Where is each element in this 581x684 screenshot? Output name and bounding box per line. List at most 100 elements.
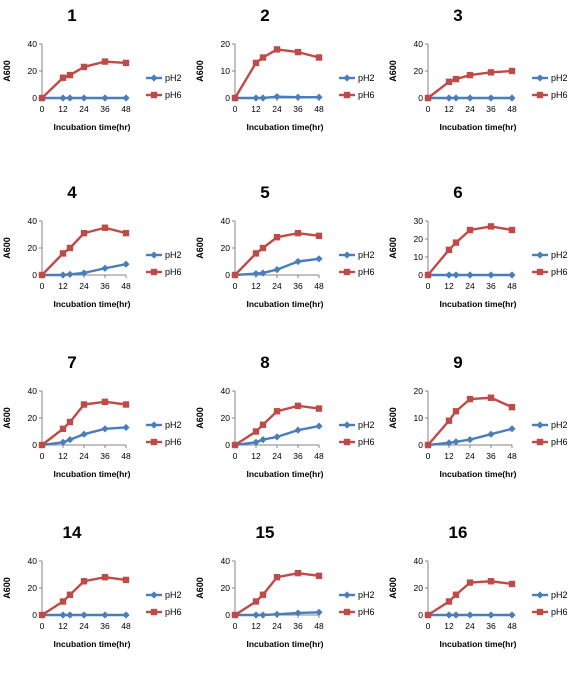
series-line-pH6 [427, 69, 513, 99]
data-point-pH6 [424, 271, 432, 279]
x-tick-label: 0 [40, 281, 45, 291]
legend-label-pH2: pH2 [358, 73, 375, 83]
y-tick-label: 20 [221, 413, 231, 423]
chart-title: 1 [67, 6, 76, 25]
y-tick-label: 0 [225, 270, 230, 280]
data-point-pH2 [466, 436, 474, 444]
data-point-pH2 [452, 611, 460, 619]
y-tick-label: 40 [221, 556, 231, 566]
x-tick-label: 24 [465, 104, 475, 114]
data-point-pH2 [259, 611, 267, 619]
chart-title: 16 [449, 523, 468, 542]
x-tick-label: 0 [40, 104, 45, 114]
data-point-pH2 [487, 271, 495, 279]
data-point-pH6 [66, 244, 74, 252]
data-point-pH2 [508, 611, 516, 619]
y-tick-label: 20 [414, 66, 424, 76]
data-point-pH2 [466, 611, 474, 619]
legend-marker-pH6 [150, 438, 158, 446]
data-point-pH2 [466, 271, 474, 279]
x-axis-label: Incubation time(hr) [247, 299, 324, 309]
data-point-pH2 [273, 610, 281, 618]
legend-label-pH2: pH2 [551, 73, 568, 83]
data-point-pH2 [59, 94, 67, 102]
y-axis-label: A600 [195, 407, 205, 429]
data-point-pH6 [452, 239, 460, 246]
y-tick-label: 0 [32, 93, 37, 103]
legend-label-pH6: pH6 [358, 437, 375, 447]
chart-panel-2: 2 A600 0 10 20 0 12 24 36 48 Incubation time(hr) pH… [193, 0, 386, 167]
data-point-pH2 [80, 94, 88, 102]
x-axis-label: Incubation time(hr) [440, 299, 517, 309]
legend-label-pH2: pH2 [358, 420, 375, 430]
data-point-pH6 [508, 67, 516, 75]
x-tick-label: 24 [79, 104, 89, 114]
x-tick-label: 12 [251, 621, 261, 631]
chart-panel-3: 3 A600 0 20 40 0 12 24 36 48 Incubation time(hr) pH… [386, 0, 579, 167]
data-point-pH2 [466, 94, 474, 102]
x-tick-label: 12 [444, 621, 454, 631]
legend-marker-pH2 [536, 251, 544, 259]
series-line-pH6 [427, 396, 513, 446]
data-point-pH6 [294, 229, 302, 237]
legend-label-pH2: pH2 [165, 250, 182, 260]
data-point-pH2 [273, 433, 281, 441]
series-line-pH2 [234, 424, 320, 447]
x-tick-label: 24 [79, 281, 89, 291]
y-tick-label: 20 [28, 243, 38, 253]
y-tick-label: 20 [414, 583, 424, 593]
legend-label-pH6: pH6 [165, 437, 182, 447]
legend-marker-pH2 [150, 74, 158, 82]
series-line-pH6 [233, 48, 320, 99]
chart-panel-14: 14 A600 0 20 40 0 12 24 36 48 Incubation time(hr) p… [0, 517, 193, 684]
x-tick-label: 36 [100, 621, 110, 631]
data-point-pH6 [273, 574, 281, 581]
chart-7: 7 A600 0 20 40 0 12 24 36 48 Incubation time(hr) pH… [2, 353, 182, 479]
x-tick-label: 48 [314, 621, 324, 631]
chart-title: 5 [260, 183, 269, 202]
data-point-pH6 [101, 224, 109, 231]
legend-marker-pH6 [536, 438, 544, 446]
x-axis-label: Incubation time(hr) [440, 469, 517, 479]
data-point-pH6 [38, 611, 46, 619]
data-point-pH2 [294, 609, 302, 617]
x-tick-label: 36 [100, 451, 110, 461]
data-point-pH2 [294, 426, 302, 434]
data-point-pH6 [487, 394, 495, 401]
data-point-pH2 [315, 422, 323, 430]
data-point-pH6 [252, 428, 260, 435]
y-axis-label: A600 [2, 60, 12, 82]
y-tick-label: 0 [225, 610, 230, 620]
data-point-pH2 [487, 94, 495, 102]
data-point-pH6 [259, 421, 267, 428]
data-point-pH2 [445, 271, 453, 279]
y-tick-label: 40 [28, 386, 38, 396]
data-point-pH6 [452, 75, 460, 83]
data-point-pH2 [487, 430, 495, 438]
series-line-pH6 [41, 226, 127, 276]
legend-marker-pH6 [343, 438, 351, 446]
data-point-pH2 [66, 436, 74, 444]
data-point-pH6 [445, 417, 453, 424]
data-point-pH6 [452, 408, 460, 415]
legend-label-pH2: pH2 [358, 250, 375, 260]
data-point-pH6 [231, 271, 239, 279]
data-point-pH6 [315, 232, 323, 240]
data-point-pH6 [231, 611, 239, 619]
legend-marker-pH6 [343, 268, 351, 276]
x-tick-label: 48 [121, 451, 131, 461]
x-tick-label: 24 [272, 281, 282, 291]
data-point-pH2 [101, 425, 109, 433]
legend-marker-pH6 [343, 91, 351, 99]
legend-marker-pH2 [343, 251, 351, 259]
data-point-pH2 [101, 264, 109, 272]
data-point-pH2 [101, 94, 109, 102]
legend-label-pH2: pH2 [551, 590, 568, 600]
x-axis-label: Incubation time(hr) [247, 122, 324, 132]
legend-label-pH6: pH6 [551, 90, 568, 100]
x-tick-label: 48 [121, 621, 131, 631]
x-tick-label: 36 [293, 281, 303, 291]
y-axis-label: A600 [388, 60, 398, 82]
chart-title: 4 [67, 183, 77, 202]
chart-title: 2 [260, 6, 269, 25]
